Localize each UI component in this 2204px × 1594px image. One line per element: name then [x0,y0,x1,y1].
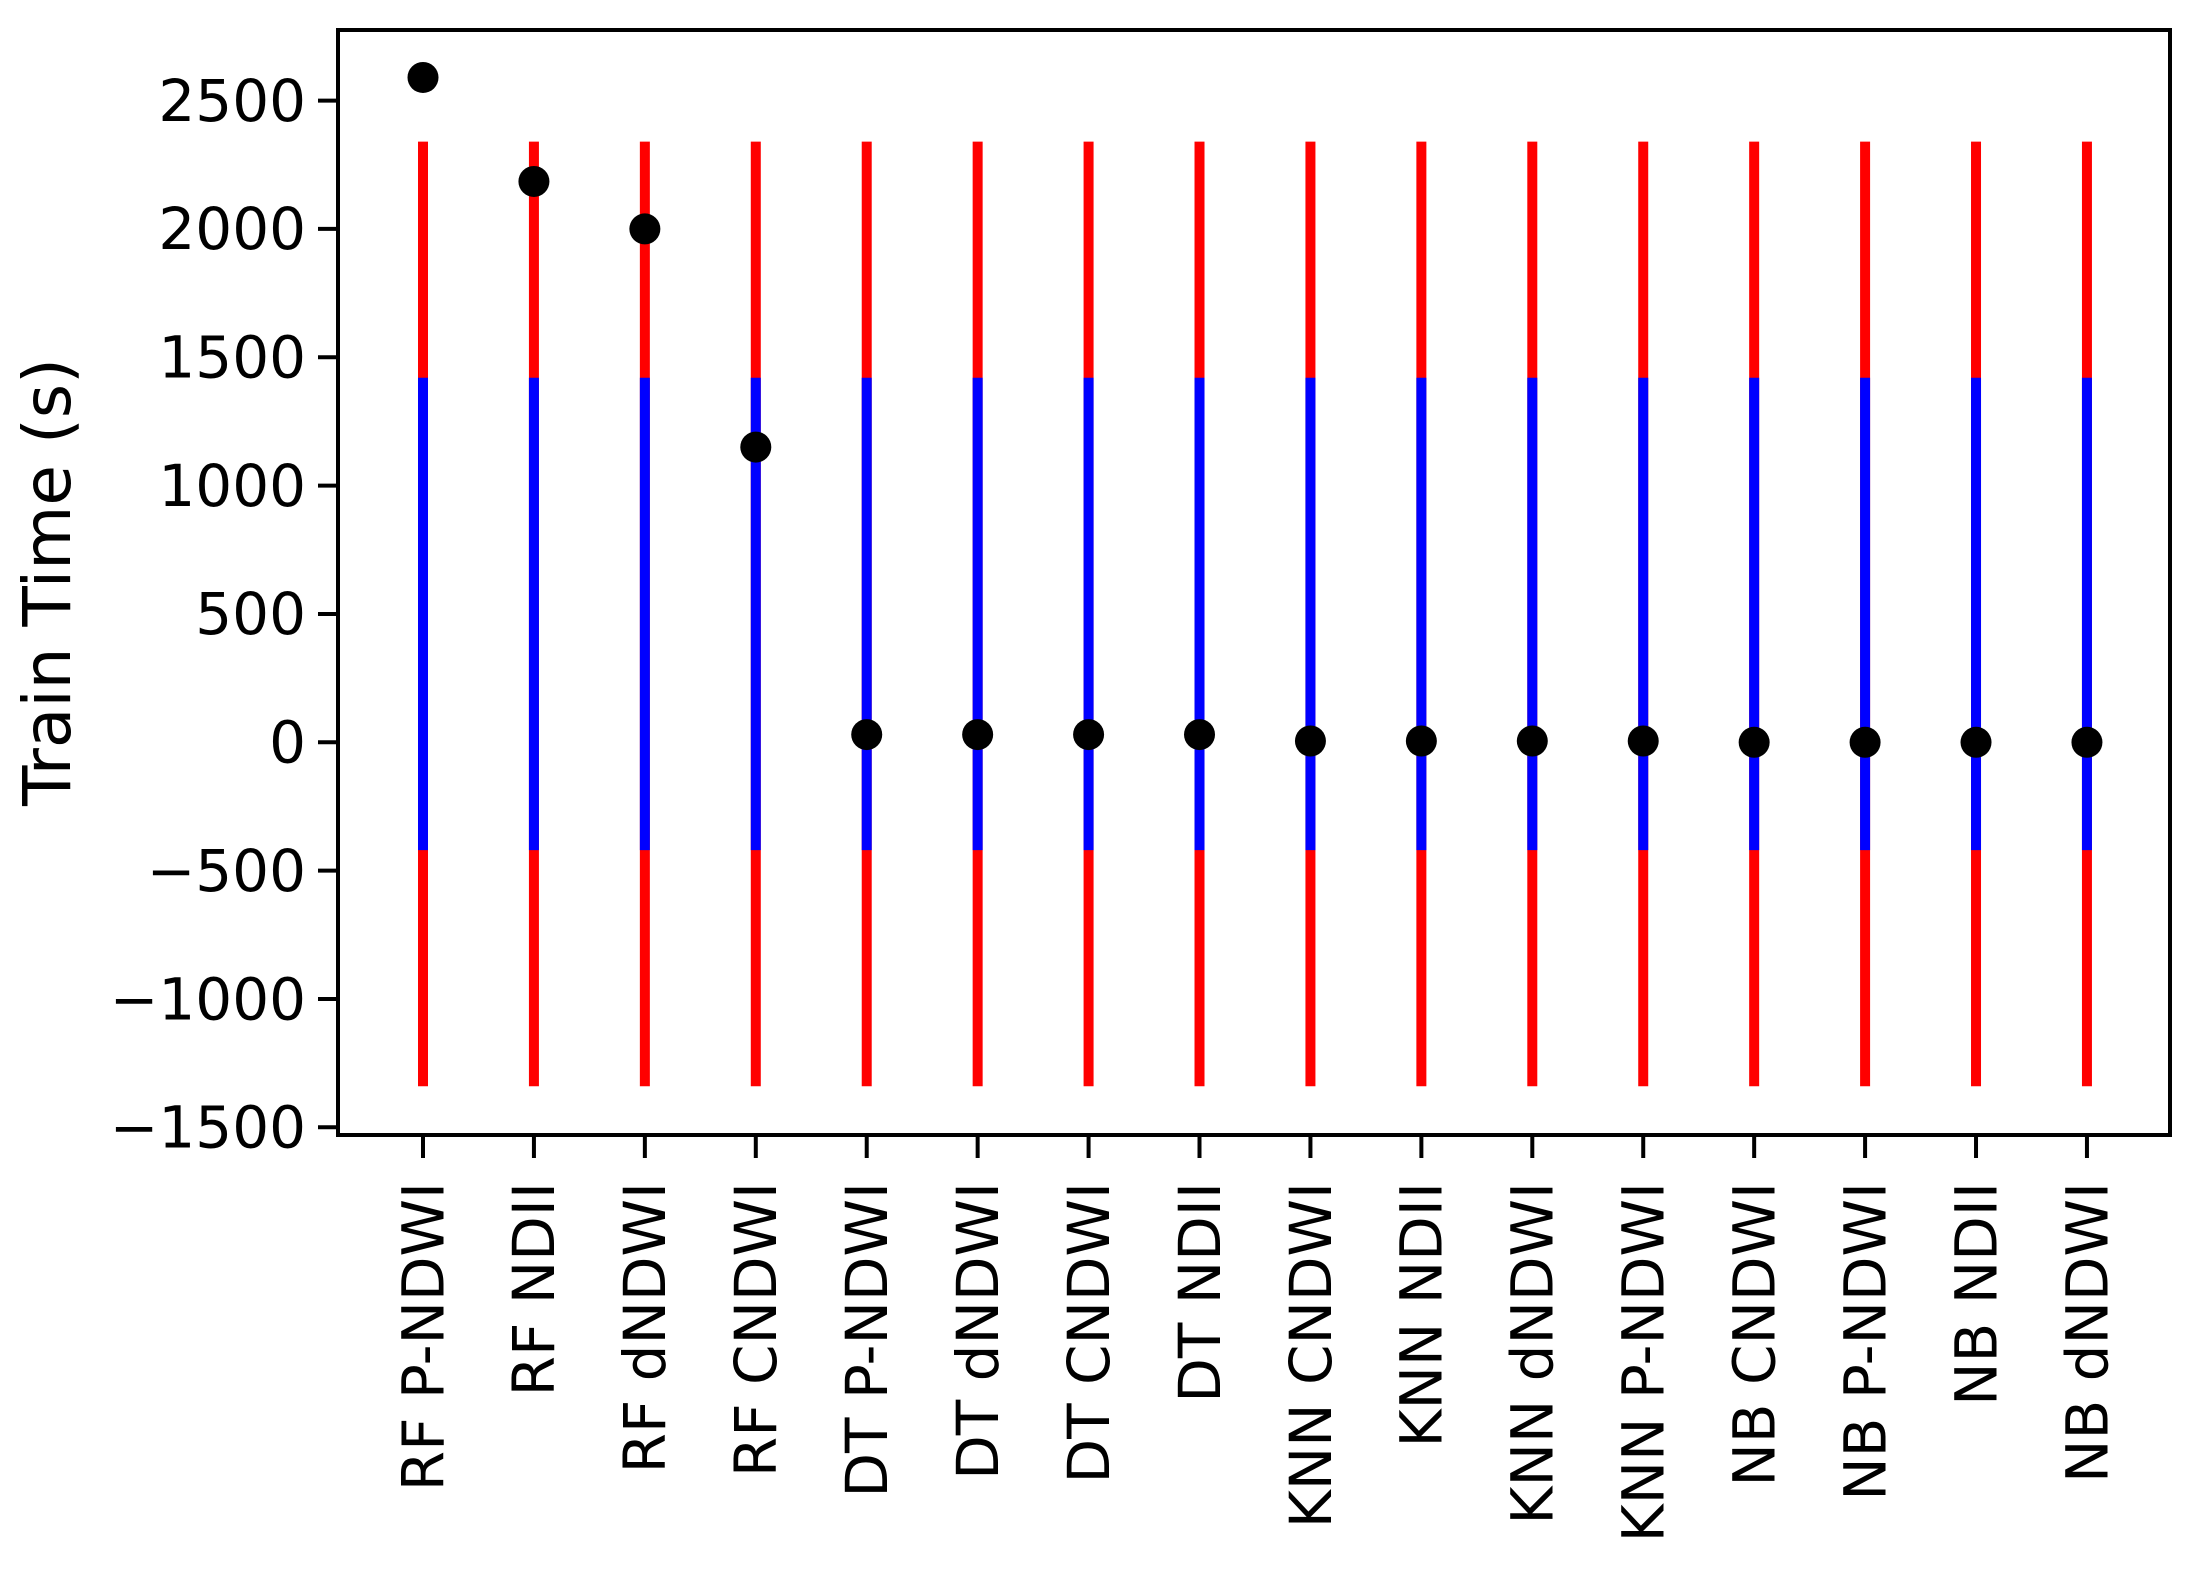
x-tick-label: DT dNDWI [944,1182,1012,1480]
x-tick-label: NB dNDWI [2053,1182,2121,1483]
data-point [1849,726,1881,758]
y-axis-label: Train Time (s) [9,358,86,807]
data-point [518,165,550,197]
x-tick-label: RF dNDWI [611,1182,679,1473]
data-point [851,719,883,751]
x-tick-label: KNN NDII [1388,1182,1456,1448]
y-tick-label: 2000 [158,195,306,263]
x-tick-label: KNN CNDWI [1277,1182,1345,1528]
data-point [1738,726,1770,758]
plot-frame [336,28,2172,1137]
y-tick-label: −1000 [110,965,306,1033]
data-point [1184,719,1216,751]
data-point [1516,725,1548,757]
data-point [1960,726,1992,758]
data-point [2071,726,2103,758]
x-tick-label: DT CNDWI [1055,1182,1123,1484]
x-tick-label: KNN P-NDWI [1610,1182,1678,1542]
data-point [407,61,439,93]
x-tick-label: RF CNDWI [722,1182,790,1477]
data-point [740,431,772,463]
data-point [629,213,661,245]
x-tick-label: NB P-NDWI [1831,1182,1899,1501]
x-tick-label: DT NDII [1166,1182,1234,1403]
y-tick-label: 2500 [158,67,306,135]
y-tick-label: 1500 [158,324,306,392]
data-point [1627,725,1659,757]
x-tick-label: RF NDII [500,1182,568,1396]
y-tick-label: 0 [269,709,306,777]
x-tick-label: KNN dNDWI [1499,1182,1567,1525]
y-tick-label: 1000 [158,452,306,520]
y-tick-label: −1500 [110,1094,306,1162]
x-tick-label: RF P-NDWI [389,1182,457,1491]
y-tick-label: 500 [195,580,306,648]
data-point [962,719,994,751]
x-tick-label: DT P-NDWI [833,1182,901,1498]
y-tick-label: −500 [147,837,306,905]
data-point [1073,719,1105,751]
data-point [1405,725,1437,757]
x-tick-label: NB CNDWI [1720,1182,1788,1487]
x-tick-label: NB NDII [1942,1182,2010,1406]
plot-area: −1500 −1000 −500 0 500 1000 1500 2000 2500 RF P-N… [110,28,2172,1542]
data-point [1294,725,1326,757]
